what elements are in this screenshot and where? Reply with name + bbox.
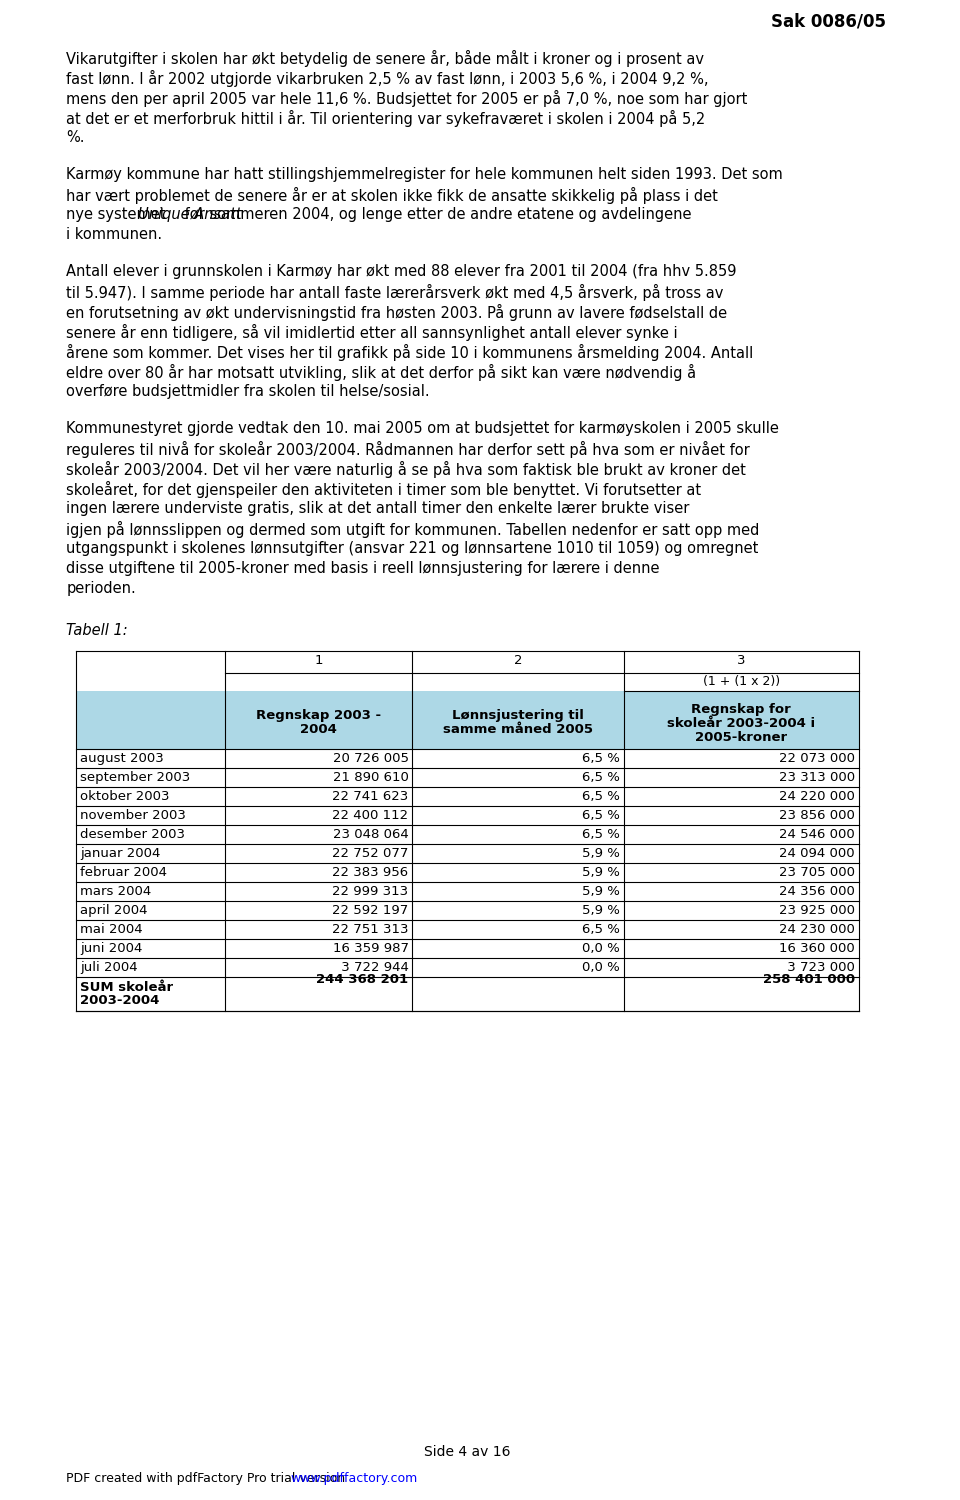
Text: 24 356 000: 24 356 000 <box>779 885 854 898</box>
Text: utgangspunkt i skolenes lønnsutgifter (ansvar 221 og lønnsartene 1010 til 1059) : utgangspunkt i skolenes lønnsutgifter (a… <box>66 542 758 556</box>
Text: til 5.947). I samme periode har antall faste lærerårsverk økt med 4,5 årsverk, p: til 5.947). I samme periode har antall f… <box>66 284 724 302</box>
Text: Regnskap for: Regnskap for <box>691 702 791 715</box>
Text: 21 890 610: 21 890 610 <box>333 771 409 784</box>
Text: Lønnsjustering til: Lønnsjustering til <box>452 708 584 722</box>
Text: 5,9 %: 5,9 % <box>582 904 620 916</box>
Text: 23 048 064: 23 048 064 <box>333 828 409 842</box>
Text: at det er et merforbruk hittil i år. Til orientering var sykefraværet i skolen i: at det er et merforbruk hittil i år. Til… <box>66 110 706 128</box>
Text: reguleres til nivå for skoleår 2003/2004. Rådmannen har derfor sett på hva som e: reguleres til nivå for skoleår 2003/2004… <box>66 441 750 458</box>
Text: nye systemet: nye systemet <box>66 207 170 222</box>
Text: mens den per april 2005 var hele 11,6 %. Budsjettet for 2005 er på 7,0 %, noe so: mens den per april 2005 var hele 11,6 %.… <box>66 90 748 106</box>
Text: 22 073 000: 22 073 000 <box>779 752 854 765</box>
Text: mai 2004: mai 2004 <box>80 922 142 936</box>
Text: 22 752 077: 22 752 077 <box>332 847 409 859</box>
Text: desember 2003: desember 2003 <box>80 828 185 842</box>
Text: Kommunestyret gjorde vedtak den 10. mai 2005 om at budsjettet for karmøyskolen i: Kommunestyret gjorde vedtak den 10. mai … <box>66 422 780 436</box>
Text: overføre budsjettmidler fra skolen til helse/sosial.: overføre budsjettmidler fra skolen til h… <box>66 384 430 399</box>
Text: i kommunen.: i kommunen. <box>66 226 162 242</box>
Text: senere år enn tidligere, så vil imidlertid etter all sannsynlighet antall elever: senere år enn tidligere, så vil imidlert… <box>66 324 678 340</box>
Text: 5,9 %: 5,9 % <box>582 847 620 859</box>
Text: 22 383 956: 22 383 956 <box>332 865 409 879</box>
Text: 5,9 %: 5,9 % <box>582 865 620 879</box>
Text: www.pdffactory.com: www.pdffactory.com <box>290 1472 418 1485</box>
Text: 22 741 623: 22 741 623 <box>332 790 409 802</box>
Text: 6,5 %: 6,5 % <box>582 922 620 936</box>
Text: 3 722 944: 3 722 944 <box>337 962 409 974</box>
Text: (1 + (1 x 2)): (1 + (1 x 2)) <box>703 675 780 688</box>
Text: september 2003: september 2003 <box>80 771 190 784</box>
Text: Unique Ansatt: Unique Ansatt <box>138 207 242 222</box>
Text: 2003-2004: 2003-2004 <box>80 993 159 1006</box>
Text: %.: %. <box>66 130 84 146</box>
Text: november 2003: november 2003 <box>80 808 185 822</box>
Text: skoleår 2003/2004. Det vil her være naturlig å se på hva som faktisk ble brukt a: skoleår 2003/2004. Det vil her være natu… <box>66 460 746 478</box>
Text: årene som kommer. Det vises her til grafikk på side 10 i kommunens årsmelding 20: årene som kommer. Det vises her til graf… <box>66 344 754 362</box>
Text: Karmøy kommune har hatt stillingshjemmelregister for hele kommunen helt siden 19: Karmøy kommune har hatt stillingshjemmel… <box>66 166 783 182</box>
Text: 22 592 197: 22 592 197 <box>332 904 409 916</box>
Text: 2: 2 <box>514 654 522 668</box>
Text: igjen på lønnsslippen og dermed som utgift for kommunen. Tabellen nedenfor er sa: igjen på lønnsslippen og dermed som utgi… <box>66 520 759 538</box>
Text: juni 2004: juni 2004 <box>80 942 142 956</box>
Text: 6,5 %: 6,5 % <box>582 771 620 784</box>
Text: skoleåret, for det gjenspeiler den aktiviteten i timer som ble benyttet. Vi foru: skoleåret, for det gjenspeiler den aktiv… <box>66 482 702 498</box>
Text: 16 360 000: 16 360 000 <box>779 942 854 956</box>
Text: har vært problemet de senere år er at skolen ikke fikk de ansatte skikkelig på p: har vært problemet de senere år er at sk… <box>66 188 718 204</box>
Text: 6,5 %: 6,5 % <box>582 808 620 822</box>
Text: 3: 3 <box>737 654 746 668</box>
Text: 244 368 201: 244 368 201 <box>317 974 409 986</box>
Text: disse utgiftene til 2005-kroner med basis i reell lønnsjustering for lærere i de: disse utgiftene til 2005-kroner med basi… <box>66 561 660 576</box>
Text: 6,5 %: 6,5 % <box>582 752 620 765</box>
Text: 23 705 000: 23 705 000 <box>779 865 854 879</box>
Text: 22 999 313: 22 999 313 <box>332 885 409 898</box>
Text: SUM skoleår: SUM skoleår <box>80 981 173 994</box>
Text: april 2004: april 2004 <box>80 904 147 916</box>
Text: ingen lærere underviste gratis, slik at det antall timer den enkelte lærer brukt: ingen lærere underviste gratis, slik at … <box>66 501 689 516</box>
Text: 23 925 000: 23 925 000 <box>779 904 854 916</box>
Text: 0,0 %: 0,0 % <box>582 962 620 974</box>
Text: 24 094 000: 24 094 000 <box>780 847 854 859</box>
Text: 0,0 %: 0,0 % <box>582 942 620 956</box>
Text: 20 726 005: 20 726 005 <box>332 752 409 765</box>
Text: 1: 1 <box>314 654 323 668</box>
Text: en forutsetning av økt undervisningstid fra høsten 2003. På grunn av lavere føds: en forutsetning av økt undervisningstid … <box>66 304 728 321</box>
Text: februar 2004: februar 2004 <box>80 865 167 879</box>
Text: 24 546 000: 24 546 000 <box>779 828 854 842</box>
Text: før sommeren 2004, og lenge etter de andre etatene og avdelingene: før sommeren 2004, og lenge etter de and… <box>180 207 692 222</box>
Text: januar 2004: januar 2004 <box>80 847 160 859</box>
Text: Sak 0086/05: Sak 0086/05 <box>771 12 886 30</box>
Text: mars 2004: mars 2004 <box>80 885 151 898</box>
Bar <box>76 692 858 748</box>
Text: 6,5 %: 6,5 % <box>582 828 620 842</box>
Text: eldre over 80 år har motsatt utvikling, slik at det derfor på sikt kan være nødv: eldre over 80 år har motsatt utvikling, … <box>66 364 696 381</box>
Text: 23 856 000: 23 856 000 <box>779 808 854 822</box>
Text: 22 751 313: 22 751 313 <box>332 922 409 936</box>
Text: 23 313 000: 23 313 000 <box>779 771 854 784</box>
Text: 24 230 000: 24 230 000 <box>779 922 854 936</box>
Text: samme måned 2005: samme måned 2005 <box>444 723 593 736</box>
Text: 24 220 000: 24 220 000 <box>779 790 854 802</box>
Text: august 2003: august 2003 <box>80 752 163 765</box>
Text: 16 359 987: 16 359 987 <box>332 942 409 956</box>
Text: 2005-kroner: 2005-kroner <box>695 732 787 744</box>
Text: perioden.: perioden. <box>66 580 136 596</box>
Text: Side 4 av 16: Side 4 av 16 <box>424 1444 511 1460</box>
Text: 5,9 %: 5,9 % <box>582 885 620 898</box>
Text: Tabell 1:: Tabell 1: <box>66 622 128 638</box>
Text: Antall elever i grunnskolen i Karmøy har økt med 88 elever fra 2001 til 2004 (fr: Antall elever i grunnskolen i Karmøy har… <box>66 264 736 279</box>
Text: 6,5 %: 6,5 % <box>582 790 620 802</box>
Text: 258 401 000: 258 401 000 <box>762 974 854 986</box>
Text: PDF created with pdfFactory Pro trial version: PDF created with pdfFactory Pro trial ve… <box>66 1472 349 1485</box>
Text: Vikarutgifter i skolen har økt betydelig de senere år, både målt i kroner og i p: Vikarutgifter i skolen har økt betydelig… <box>66 50 705 68</box>
Text: 3 723 000: 3 723 000 <box>782 962 854 974</box>
Text: fast lønn. I år 2002 utgjorde vikarbruken 2,5 % av fast lønn, i 2003 5,6 %, i 20: fast lønn. I år 2002 utgjorde vikarbruke… <box>66 70 708 87</box>
Text: 2004: 2004 <box>300 723 337 736</box>
Text: Regnskap 2003 -: Regnskap 2003 - <box>256 708 381 722</box>
Text: oktober 2003: oktober 2003 <box>80 790 169 802</box>
Text: 22 400 112: 22 400 112 <box>332 808 409 822</box>
Text: juli 2004: juli 2004 <box>80 962 137 974</box>
Text: skoleår 2003-2004 i: skoleår 2003-2004 i <box>667 717 815 730</box>
